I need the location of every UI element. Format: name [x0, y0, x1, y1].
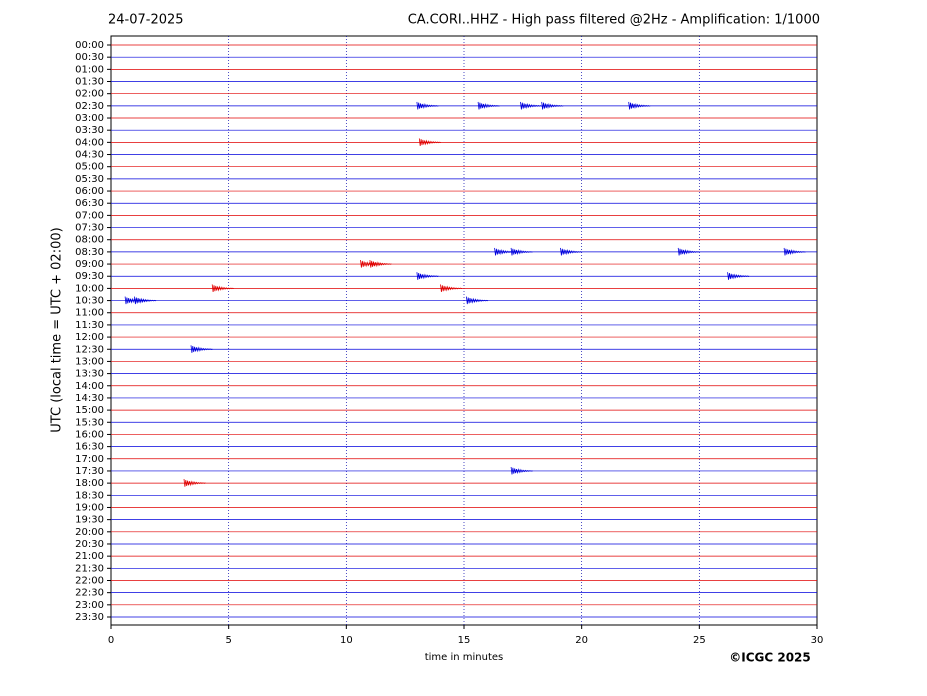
x-tick-label: 15	[458, 635, 471, 646]
event	[190, 345, 213, 353]
y-tick-label: 20:00	[75, 527, 104, 538]
y-tick-label: 22:00	[75, 575, 104, 586]
event	[440, 284, 463, 292]
y-tick-label: 17:30	[75, 466, 104, 477]
event	[510, 247, 533, 256]
y-tick-label: 00:00	[75, 40, 104, 51]
event	[628, 101, 651, 110]
event	[134, 296, 157, 305]
y-tick-label: 15:30	[75, 417, 104, 428]
y-tick-label: 05:30	[75, 174, 104, 185]
y-tick-label: 13:30	[75, 369, 104, 380]
y-tick-label: 03:30	[75, 125, 104, 136]
event	[520, 101, 543, 110]
y-tick-label: 14:30	[75, 393, 104, 404]
y-tick-label: 10:30	[75, 296, 104, 307]
y-tick-label: 19:00	[75, 502, 104, 513]
y-tick-label: 02:30	[75, 101, 104, 112]
y-tick-label: 16:30	[75, 442, 104, 453]
x-tick-label: 10	[340, 635, 353, 646]
y-tick-label: 09:00	[75, 259, 104, 270]
event	[477, 101, 500, 110]
event	[183, 479, 206, 487]
event	[783, 247, 806, 256]
y-tick-label: 03:00	[75, 113, 104, 124]
x-tick-label: 20	[575, 635, 588, 646]
credit: ©ICGC 2025	[729, 651, 811, 665]
chart-title: CA.CORI..HHZ - High pass filtered @2Hz -…	[408, 13, 820, 28]
y-tick-label: 00:30	[75, 52, 104, 63]
y-tick-label: 06:00	[75, 186, 104, 197]
x-tick-label: 25	[693, 635, 706, 646]
y-tick-label: 07:00	[75, 210, 104, 221]
y-tick-label: 12:00	[75, 332, 104, 343]
y-tick-label: 08:00	[75, 235, 104, 246]
y-tick-label: 14:00	[75, 381, 104, 392]
y-tick-label: 04:30	[75, 150, 104, 161]
y-tick-label: 04:00	[75, 137, 104, 148]
y-tick-label: 01:30	[75, 77, 104, 88]
y-tick-label: 19:30	[75, 515, 104, 526]
date: 24-07-2025	[108, 13, 184, 28]
y-axis-label: UTC (local time = UTC + 02:00)	[50, 227, 65, 432]
y-tick-label: 12:30	[75, 344, 104, 355]
y-tick-label: 06:30	[75, 198, 104, 209]
x-tick-label: 5	[225, 635, 231, 646]
x-tick-label: 0	[108, 635, 114, 646]
y-tick-label: 15:00	[75, 405, 104, 416]
event	[466, 296, 489, 305]
y-tick-label: 13:00	[75, 356, 104, 367]
y-tick-label: 22:30	[75, 588, 104, 599]
event	[211, 284, 234, 292]
y-tick-label: 18:00	[75, 478, 104, 489]
y-tick-label: 07:30	[75, 223, 104, 234]
y-tick-label: 18:30	[75, 490, 104, 501]
event	[727, 272, 750, 280]
event	[418, 138, 442, 146]
event	[560, 247, 583, 256]
x-axis-label: time in minutes	[425, 652, 504, 663]
y-tick-label: 02:00	[75, 89, 104, 100]
event	[416, 101, 439, 110]
y-tick-label: 17:00	[75, 454, 104, 465]
y-tick-label: 05:00	[75, 162, 104, 173]
event	[416, 272, 439, 280]
event	[369, 260, 392, 268]
event	[677, 247, 700, 256]
event	[541, 101, 564, 110]
y-tick-label: 16:00	[75, 429, 104, 440]
event	[510, 466, 533, 475]
y-tick-label: 11:30	[75, 320, 104, 331]
y-tick-label: 23:30	[75, 612, 104, 623]
y-tick-label: 21:30	[75, 563, 104, 574]
y-tick-label: 01:00	[75, 64, 104, 75]
y-tick-label: 09:30	[75, 271, 104, 282]
y-tick-label: 20:30	[75, 539, 104, 550]
y-tick-label: 10:00	[75, 283, 104, 294]
y-tick-label: 11:00	[75, 308, 104, 319]
y-tick-label: 08:30	[75, 247, 104, 258]
y-tick-label: 21:00	[75, 551, 104, 562]
x-tick-label: 30	[811, 635, 824, 646]
y-tick-label: 23:00	[75, 600, 104, 611]
